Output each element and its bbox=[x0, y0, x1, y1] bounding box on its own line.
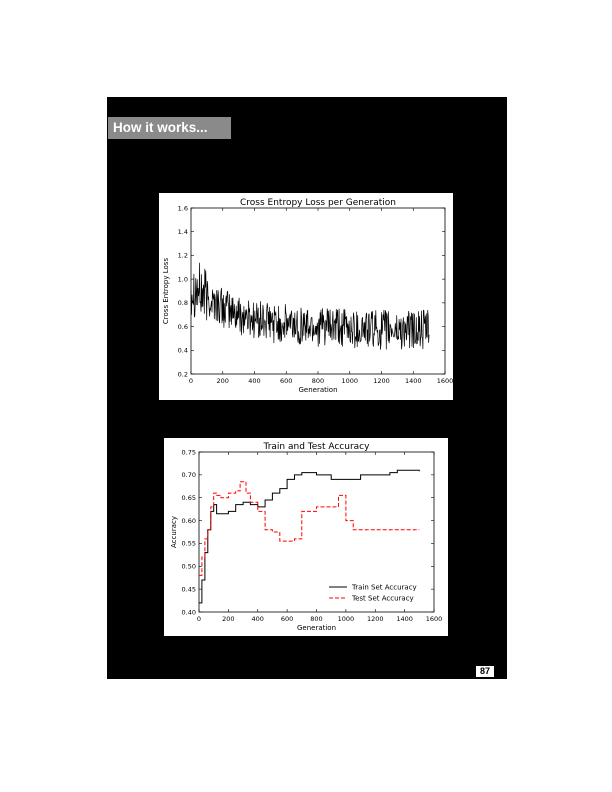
x-axis-label: Generation bbox=[297, 624, 336, 632]
y-tick-label: 0.75 bbox=[182, 448, 196, 456]
y-tick-label: 0.4 bbox=[178, 347, 188, 355]
x-tick-label: 600 bbox=[280, 377, 292, 385]
x-tick-label: 1000 bbox=[341, 377, 358, 385]
x-tick-label: 1600 bbox=[426, 615, 443, 623]
y-tick-label: 0.65 bbox=[182, 494, 196, 502]
x-tick-label: 1400 bbox=[405, 377, 422, 385]
accuracy-chart: Train and Test Accuracy 0 200 400 600 800 1000… bbox=[164, 438, 448, 636]
page-number: 87 bbox=[476, 666, 494, 677]
series-line-1 bbox=[199, 481, 420, 576]
x-tick-label: 0 bbox=[189, 377, 193, 385]
loss-chart: Cross Entropy Loss per Generation 0 200 400… bbox=[159, 193, 453, 400]
y-axis-label: Accuracy bbox=[170, 516, 178, 548]
x-tick-label: 1200 bbox=[373, 377, 390, 385]
x-tick-label: 600 bbox=[281, 615, 293, 623]
y-tick-label: 1.2 bbox=[178, 252, 188, 260]
y-tick-label: 1.6 bbox=[178, 204, 188, 212]
y-tick-label: 1.0 bbox=[178, 275, 188, 283]
plot-frame bbox=[190, 207, 446, 375]
x-tick-label: 400 bbox=[248, 377, 260, 385]
x-tick-label: 0 bbox=[197, 615, 201, 623]
series-line-0 bbox=[199, 469, 420, 604]
x-tick-label: 800 bbox=[310, 615, 322, 623]
series-line-0 bbox=[190, 262, 430, 350]
x-tick-label: 200 bbox=[217, 377, 229, 385]
x-tick-label: 400 bbox=[252, 615, 264, 623]
x-tick-label: 1600 bbox=[437, 377, 453, 385]
x-tick-label: 800 bbox=[312, 377, 324, 385]
chart-title: Cross Entropy Loss per Generation bbox=[240, 198, 396, 208]
y-tick-label: 0.60 bbox=[182, 517, 196, 525]
legend-label: Train Set Accuracy bbox=[351, 584, 417, 592]
y-tick-label: 0.40 bbox=[182, 608, 196, 616]
y-tick-label: 0.55 bbox=[182, 540, 196, 548]
x-tick-label: 1200 bbox=[367, 615, 384, 623]
legend-label: Test Set Accuracy bbox=[351, 595, 414, 603]
accuracy-chart-svg: Train and Test Accuracy 0 200 400 600 800 1000… bbox=[170, 442, 443, 632]
x-tick-label: 200 bbox=[222, 615, 234, 623]
loss-chart-svg: Cross Entropy Loss per Generation 0 200 400… bbox=[162, 198, 453, 394]
y-axis-label: Cross Entropy Loss bbox=[162, 258, 170, 325]
y-tick-label: 0.45 bbox=[182, 585, 196, 593]
chart-title: Train and Test Accuracy bbox=[263, 442, 371, 452]
y-tick-label: 0.2 bbox=[178, 370, 188, 378]
y-tick-label: 1.4 bbox=[178, 228, 188, 236]
y-tick-label: 0.8 bbox=[178, 299, 188, 307]
section-header: How it works... bbox=[108, 117, 231, 139]
x-tick-label: 1400 bbox=[396, 615, 413, 623]
plot-frame bbox=[198, 451, 435, 613]
x-axis-label: Generation bbox=[298, 386, 337, 394]
x-tick-label: 1000 bbox=[338, 615, 355, 623]
y-tick-label: 0.70 bbox=[182, 471, 196, 479]
y-tick-label: 0.6 bbox=[178, 323, 188, 331]
y-tick-label: 0.50 bbox=[182, 563, 196, 571]
